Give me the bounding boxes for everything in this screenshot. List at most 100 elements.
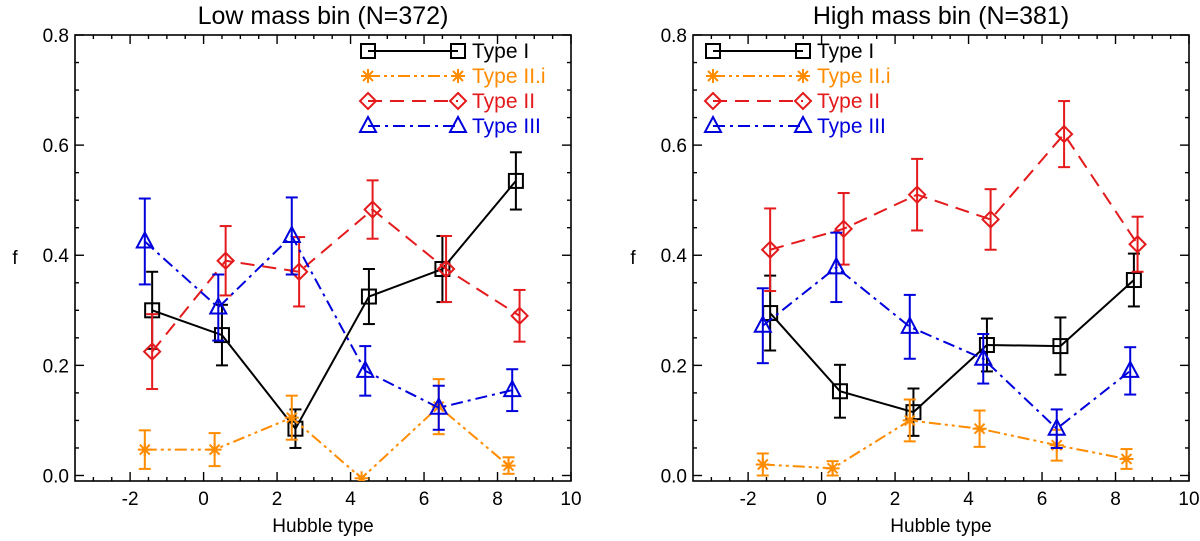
data-point <box>1052 338 1069 355</box>
data-point <box>831 383 848 400</box>
series-line <box>769 279 1135 414</box>
legend-label: Type III <box>472 115 541 138</box>
series-type-ii <box>142 179 529 391</box>
data-point <box>213 327 230 344</box>
data-point <box>510 306 529 326</box>
x-tick-label: 8 <box>492 489 503 510</box>
legend-label: Type II <box>472 90 535 113</box>
chart-title: Low mass bin (N=372) <box>198 2 449 30</box>
legend-marker <box>795 43 811 59</box>
legend-marker <box>360 43 376 59</box>
x-tick-label: 4 <box>963 489 974 510</box>
y-tick-label: 0.6 <box>661 136 687 157</box>
x-tick-label: 6 <box>419 489 430 510</box>
x-tick-label: -2 <box>122 489 139 510</box>
legend-label: Type II.i <box>472 65 546 88</box>
data-point <box>354 471 369 481</box>
legend-label: Type III <box>817 115 886 138</box>
data-point <box>1125 272 1142 289</box>
data-point <box>289 262 309 282</box>
data-point <box>216 251 236 271</box>
legend-marker <box>793 91 813 111</box>
data-point <box>436 259 456 279</box>
legend-marker <box>358 114 378 133</box>
data-point <box>1128 234 1147 254</box>
data-point <box>825 461 840 476</box>
legend-label: Type I <box>472 40 529 63</box>
data-point <box>1047 417 1067 436</box>
data-point <box>902 413 917 428</box>
data-point <box>502 379 522 398</box>
data-point <box>981 210 1001 229</box>
chart-title: High mass bin (N=381) <box>813 2 1069 30</box>
legend-marker <box>358 91 378 111</box>
data-point <box>834 219 854 239</box>
data-point <box>137 442 152 457</box>
x-tick-label: -2 <box>740 489 757 510</box>
legend-marker <box>450 43 466 59</box>
legend-label: Type I <box>817 40 874 63</box>
series-type-ii-i <box>137 378 516 481</box>
y-tick-label: 0.4 <box>43 246 70 267</box>
x-tick-label: 10 <box>1178 489 1199 510</box>
data-point <box>360 288 377 305</box>
y-axis-label: f <box>630 248 636 269</box>
x-tick-label: 2 <box>890 489 901 510</box>
legend-marker <box>703 114 723 133</box>
x-axis-label: Hubble type <box>272 516 373 537</box>
plot-frame <box>692 34 1190 482</box>
y-tick-label: 0.0 <box>661 466 687 487</box>
data-point <box>429 396 449 415</box>
data-point <box>142 342 162 362</box>
data-point <box>755 457 770 472</box>
y-tick-label: 0.8 <box>43 26 69 47</box>
plot-area <box>753 100 1147 477</box>
data-point <box>501 458 516 473</box>
y-tick-label: 0.8 <box>661 26 687 47</box>
series-type-i <box>144 151 524 449</box>
data-point <box>207 442 222 457</box>
legend-marker <box>361 69 375 83</box>
legend-marker <box>705 43 721 59</box>
data-point <box>1120 359 1140 378</box>
data-point <box>973 347 993 366</box>
data-point <box>1054 124 1074 144</box>
data-point <box>282 224 302 243</box>
data-point <box>760 240 780 260</box>
data-point <box>363 200 383 219</box>
data-point <box>900 315 920 334</box>
series-line <box>151 180 517 431</box>
plot-frame <box>74 34 572 482</box>
x-tick-label: 4 <box>345 489 356 510</box>
x-tick-label: 8 <box>1110 489 1121 510</box>
data-point <box>208 296 228 315</box>
series-line <box>144 405 510 480</box>
data-point <box>434 261 451 278</box>
x-tick-label: 10 <box>560 489 581 510</box>
legend-marker <box>793 114 813 133</box>
x-tick-label: 0 <box>816 489 827 510</box>
series-type-iii <box>135 196 522 431</box>
legend-marker <box>703 91 723 111</box>
data-point <box>907 185 927 205</box>
chart-panel-2: -2 0 2 4 6 8 10 0.0 0.2 0.4 0.6 0.8 High mass bin (N… <box>630 2 1199 537</box>
data-point <box>753 314 773 333</box>
y-tick-label: 0.2 <box>661 356 687 377</box>
series-type-ii <box>760 100 1147 293</box>
data-point <box>135 230 155 249</box>
legend-label: Type II <box>817 90 880 113</box>
x-tick-label: 0 <box>198 489 209 510</box>
series-type-iii <box>753 231 1140 449</box>
legend-marker <box>706 69 720 83</box>
y-axis-label: f <box>12 248 18 269</box>
x-tick-label: 6 <box>1037 489 1048 510</box>
data-point <box>507 172 524 189</box>
data-point <box>905 404 922 421</box>
series-type-ii-i <box>755 398 1134 477</box>
legend-marker <box>451 69 465 83</box>
legend-marker <box>448 91 468 111</box>
x-axis-label: Hubble type <box>890 516 991 537</box>
data-point <box>1119 451 1134 466</box>
